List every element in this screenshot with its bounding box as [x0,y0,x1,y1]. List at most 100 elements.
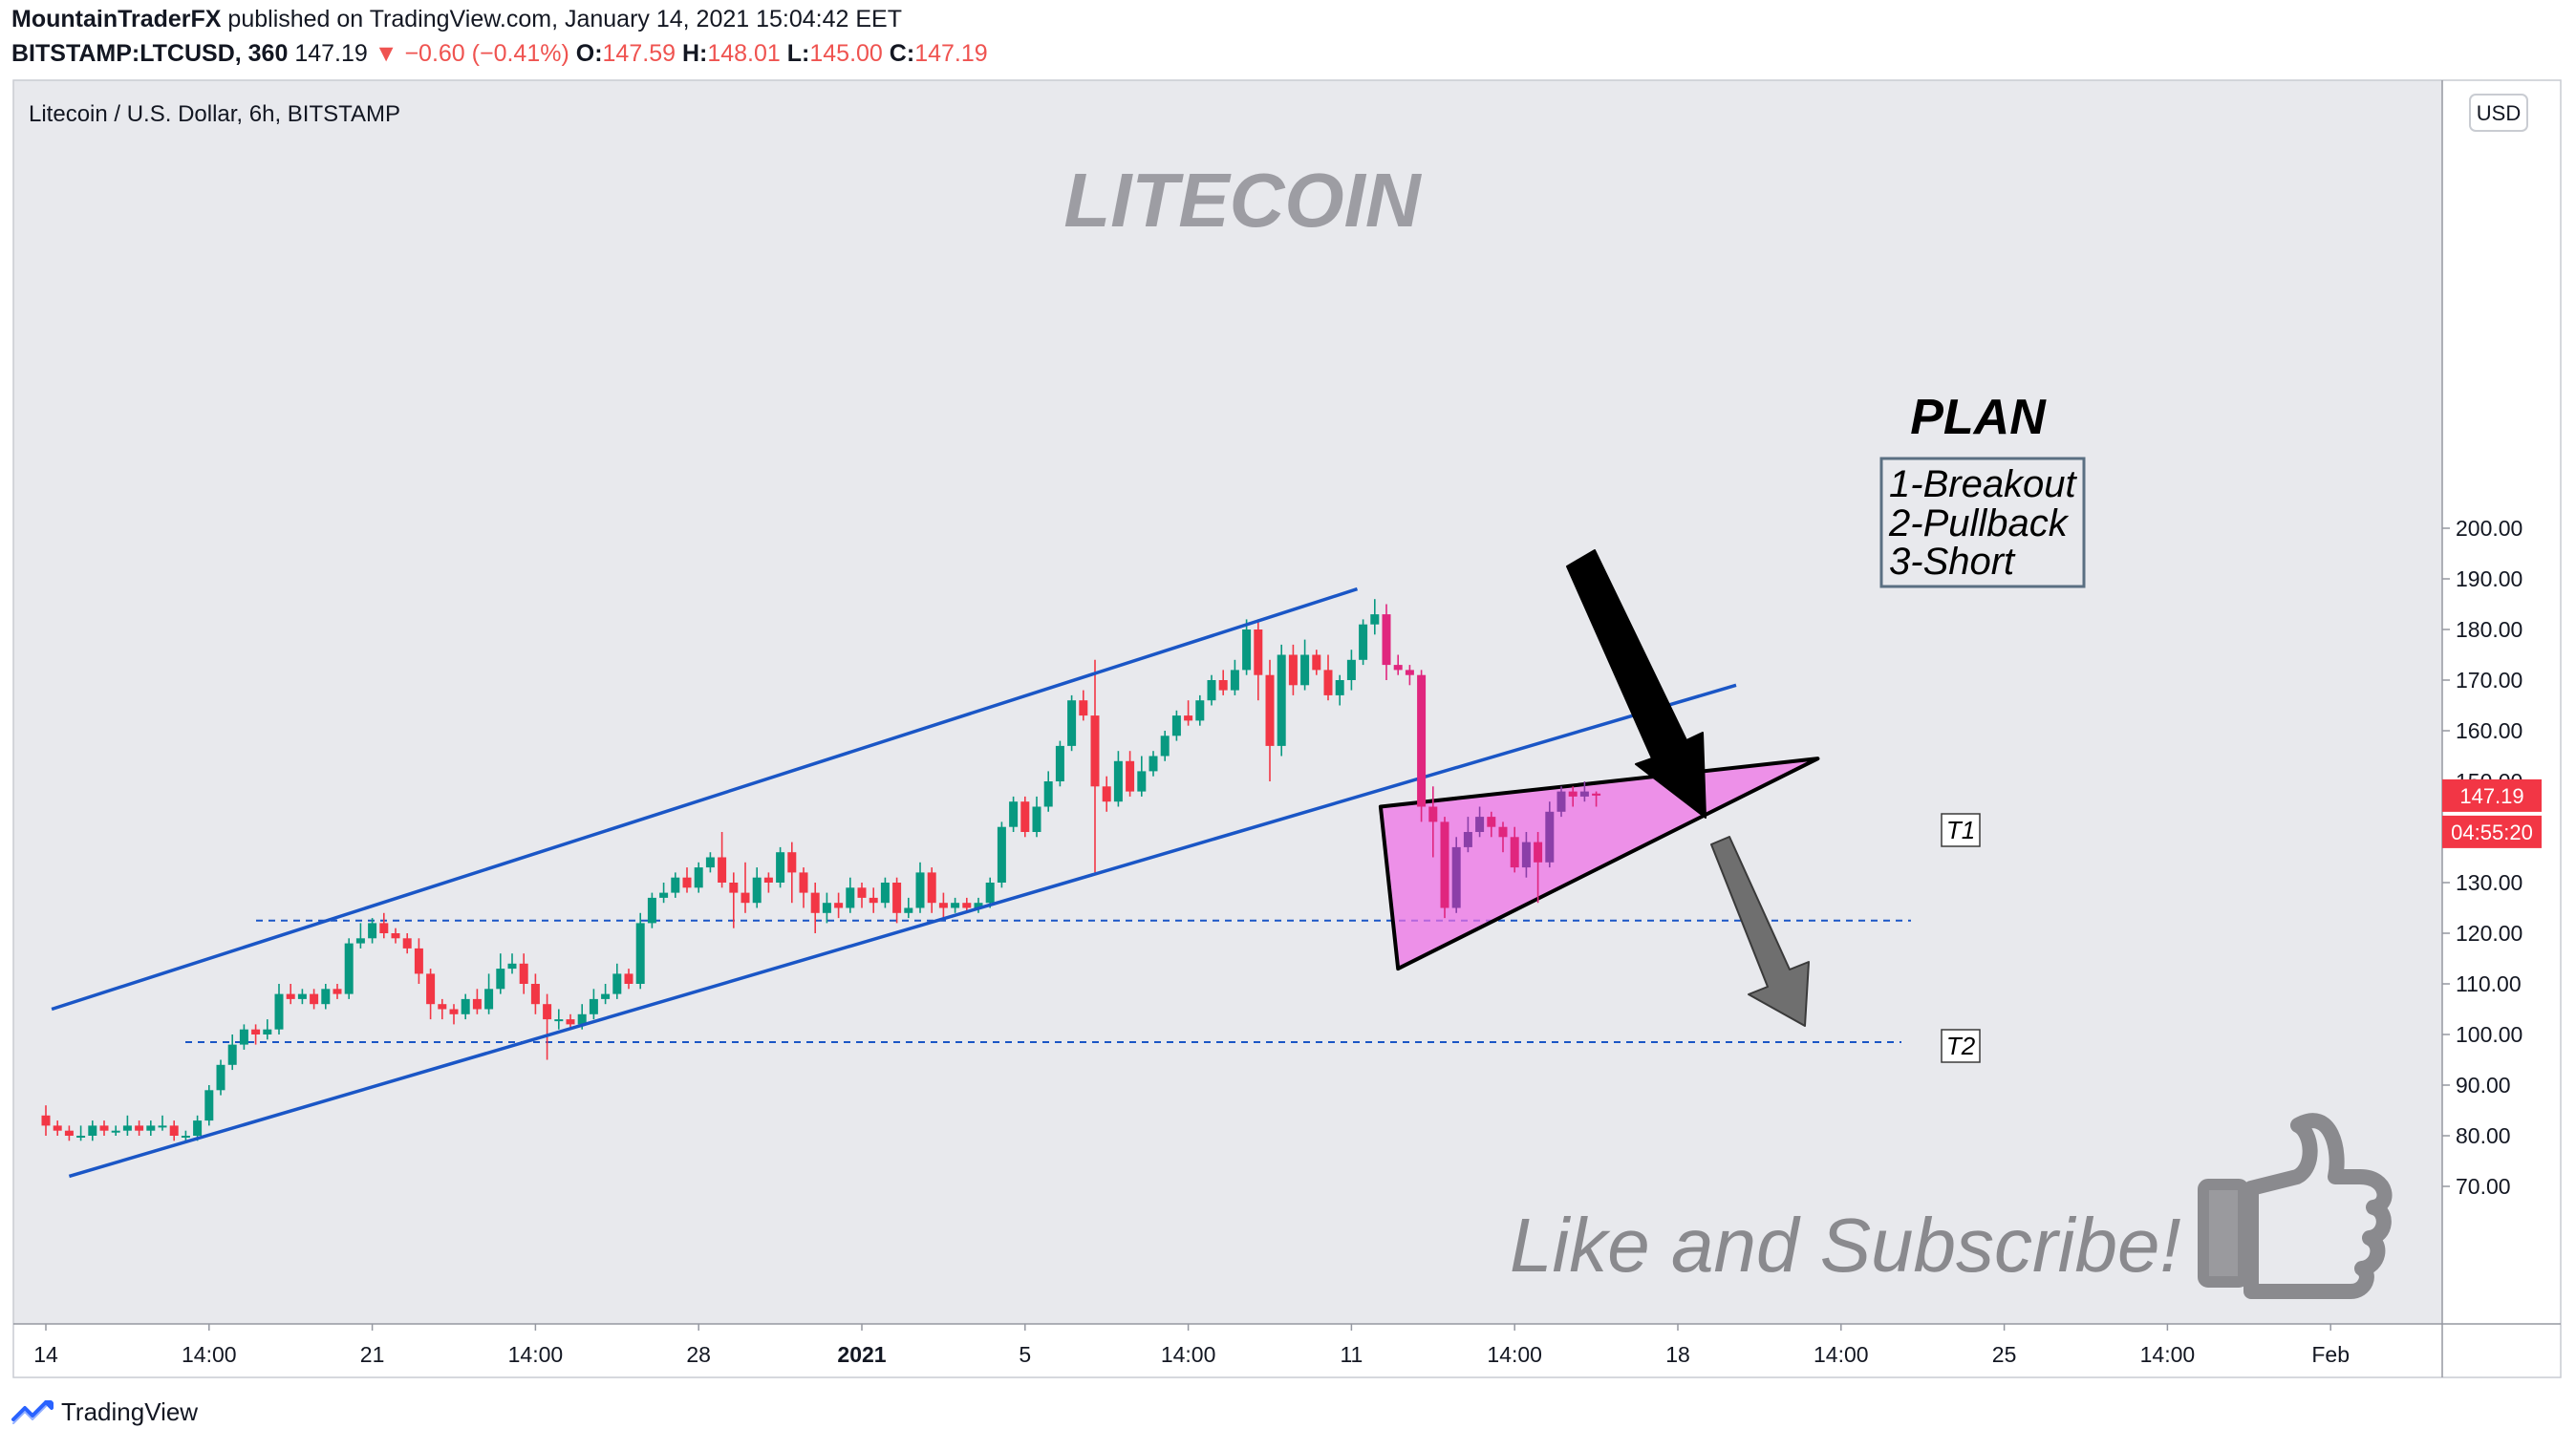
candle-body [1254,629,1263,675]
candle-body [530,984,540,1005]
candle-body [438,1004,447,1010]
time-tick-label: 11 [1340,1342,1363,1367]
time-tick-label: 14:00 [2140,1342,2196,1367]
candle-body [181,1136,190,1138]
candle-body [274,993,284,1030]
plan-step-short: 3-Short [1889,541,2016,583]
candle-body [1545,811,1555,863]
close-value: 147.19 [914,40,988,67]
countdown-badge: 04:55:20 [2442,815,2542,848]
candle-body [776,852,785,883]
low-label: L: [786,40,810,67]
candle-body [682,877,692,888]
plan-step-breakout: 1-Breakout [1889,463,2078,505]
last-price-value: 147.19 [2459,784,2523,808]
time-tick-label: 25 [1992,1342,2017,1367]
candle-body [1171,715,1181,736]
candle-body [414,948,423,974]
target-arrow-icon [1710,836,1810,1027]
candle-body [158,1125,167,1128]
candle-body [1323,670,1333,695]
candle-body [1043,781,1053,807]
candle-body [263,1029,272,1034]
candle-body [1592,793,1601,796]
candle-body [1335,680,1344,695]
short-arrow-icon [1566,549,1707,819]
watermark-title: LITECOIN [1063,158,1423,243]
candle-body [239,1029,248,1045]
time-tick-label: 18 [1665,1342,1690,1367]
candle-body [1534,842,1543,863]
candle-body [659,892,669,898]
price-axis-panel[interactable] [2442,80,2561,1324]
candle-body [938,903,948,908]
time-axis-panel[interactable] [13,1324,2442,1377]
candle-body [1393,665,1403,671]
price-tick-label: 70.00 [2456,1174,2511,1199]
candlestick-series [41,599,1380,1141]
candle-body [694,867,703,888]
candle-body [1288,654,1298,686]
candle-body [146,1125,156,1131]
candle-body [671,877,680,893]
candle-body [1417,674,1427,807]
symbol-label: BITSTAMP:LTCUSD, 360 [11,40,289,67]
candle-body [1451,846,1461,908]
footer-brand[interactable]: TradingView [11,1397,198,1427]
price-tick-label: 80.00 [2456,1123,2511,1148]
candle-body [344,943,354,994]
candle-body [822,903,831,913]
plot-area[interactable] [13,80,2442,1324]
candle-body [729,883,739,893]
plan-box [1879,457,2086,588]
last-price: 147.19 [294,40,368,67]
candle-body [1079,700,1088,716]
candle-body [647,897,656,924]
candle-body [1498,826,1508,838]
candle-body [635,923,645,984]
candle-body [1137,771,1147,792]
candle-body [1009,801,1019,827]
publish-info: published on TradingView.com, January 14… [227,6,902,32]
low-value: 145.00 [809,40,883,67]
price-tick-label: 180.00 [2456,617,2522,642]
candle-body [1126,760,1135,792]
time-tick-label: 14:00 [182,1342,237,1367]
candle-body [974,903,983,908]
candle-body [1207,680,1216,701]
candle-body [1579,791,1589,797]
time-tick-label: 5 [1019,1342,1031,1367]
candle-body [1055,745,1064,781]
candle-body [915,872,925,908]
tradingview-logo-icon [11,1399,54,1424]
symbol-header: BITSTAMP:LTCUSD, 360 147.19 ▼ −0.60 (−0.… [11,40,988,68]
candle-body [1277,654,1286,746]
footer-brand-label: TradingView [61,1397,199,1426]
price-tick-label: 110.00 [2456,971,2522,996]
candle-body [496,969,505,990]
time-tick-label: 28 [686,1342,711,1367]
author-name[interactable]: MountainTraderFX [11,6,222,32]
candle-body [904,907,913,913]
price-tick-label: 130.00 [2456,870,2522,895]
candle-body [834,903,844,908]
candle-body [310,993,319,1005]
candle-body [962,903,972,908]
candle-body [1067,700,1077,746]
price-tick-label: 190.00 [2456,566,2522,591]
price-tick-label: 160.00 [2456,718,2522,743]
price-tick-label: 90.00 [2456,1073,2511,1098]
candle-body [1382,614,1391,666]
candle-body [799,872,808,893]
candle-body [484,989,494,1010]
candle-body [1230,670,1239,691]
t2-label-box: T2 [1941,1029,1981,1063]
channel-line [68,683,1737,1179]
candle-body [880,883,890,904]
usd-button[interactable]: USD [2469,94,2528,132]
candle-body [601,993,611,999]
candle-body [705,857,715,868]
candle-body [554,1019,564,1022]
candle-body [135,1125,144,1131]
